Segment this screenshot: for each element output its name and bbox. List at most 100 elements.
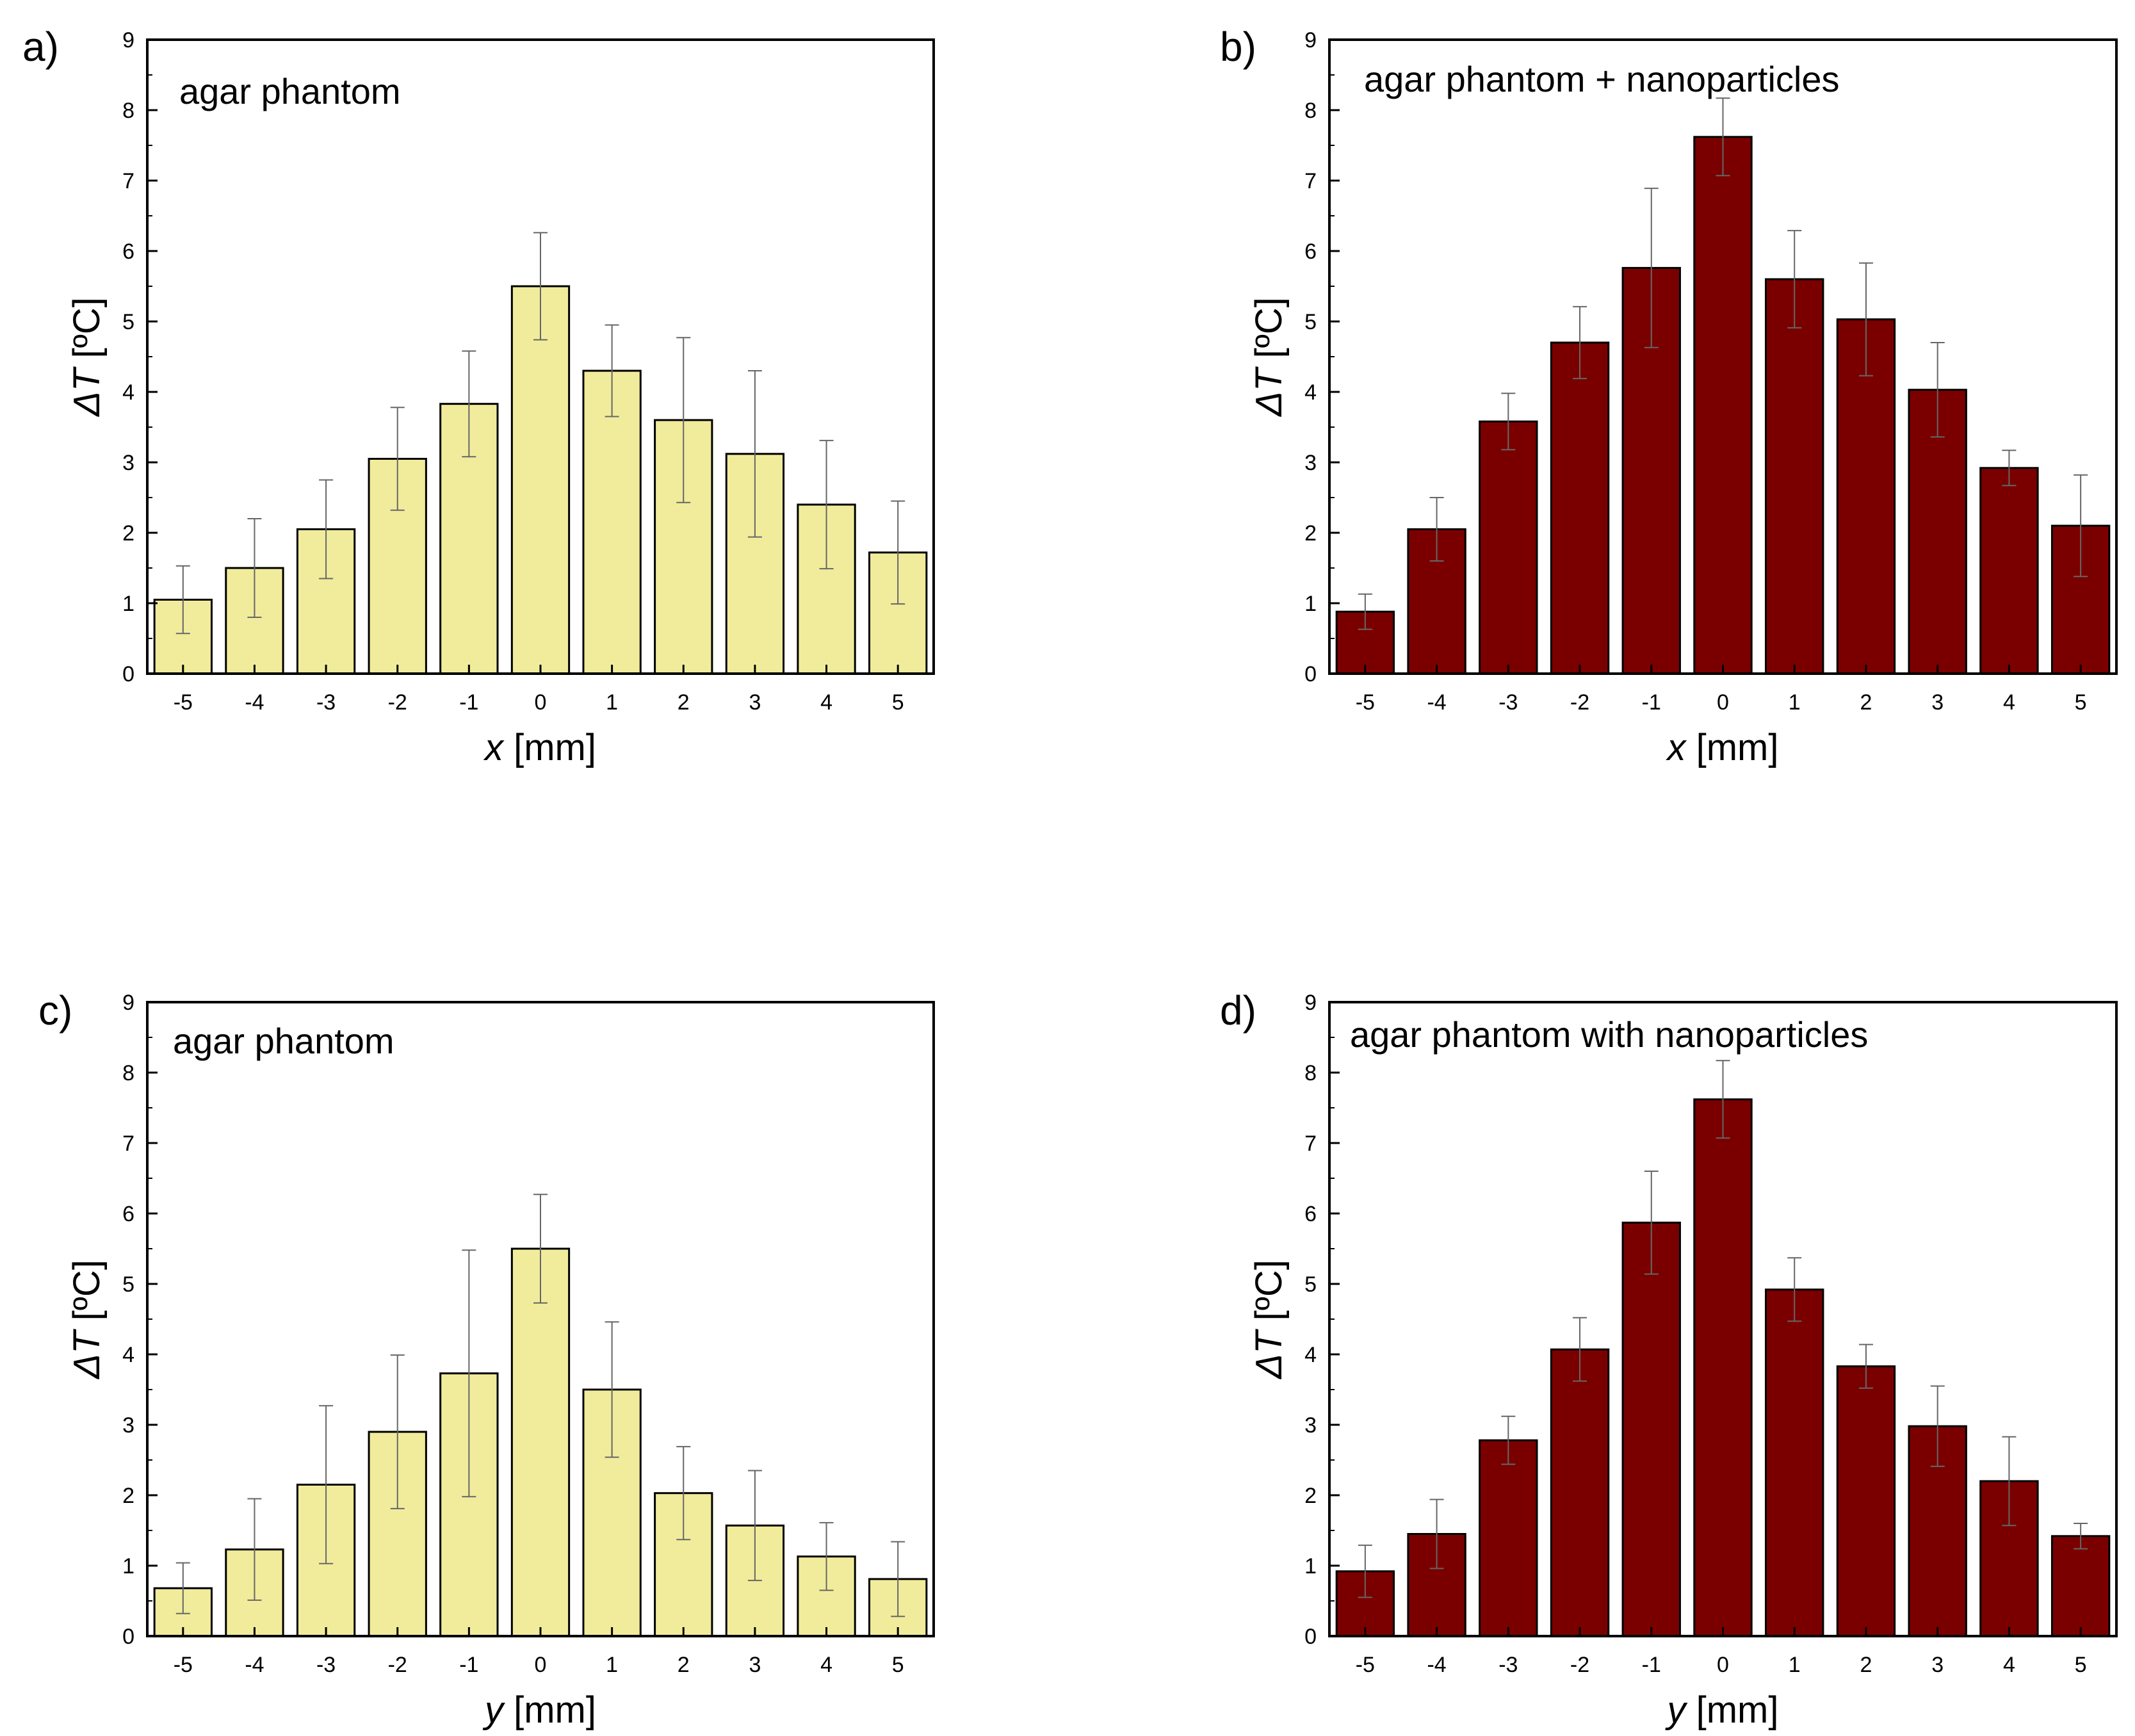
y-tick-label: 0 bbox=[1304, 1625, 1317, 1649]
y-tick-label: 9 bbox=[122, 991, 134, 1015]
x-tick-label: -5 bbox=[1356, 690, 1375, 715]
y-tick-label: 0 bbox=[122, 1625, 134, 1649]
bar bbox=[1693, 136, 1753, 675]
x-tick-label: -1 bbox=[459, 690, 478, 715]
y-tick-label: 9 bbox=[1304, 991, 1317, 1015]
chart-title: agar phantom + nanoparticles bbox=[1364, 59, 1840, 99]
error-bar bbox=[747, 1470, 762, 1582]
bar bbox=[1693, 1098, 1753, 1637]
chart-title: agar phantom with nanoparticles bbox=[1350, 1014, 1868, 1055]
error-bar bbox=[175, 1562, 190, 1614]
bar bbox=[1765, 278, 1824, 675]
y-tick-label: 4 bbox=[122, 1343, 134, 1367]
x-tick-label: 1 bbox=[1789, 690, 1801, 715]
x-tick-label: -1 bbox=[1642, 1653, 1661, 1677]
y-tick-label: 8 bbox=[1304, 99, 1317, 123]
bar bbox=[582, 369, 642, 675]
y-tick-label: 8 bbox=[1304, 1061, 1317, 1085]
bar bbox=[2050, 1535, 2111, 1637]
error-bar bbox=[390, 407, 405, 511]
x-tick-label: 4 bbox=[2003, 1653, 2015, 1677]
chart-title: agar phantom bbox=[179, 71, 401, 111]
x-tick-label: 2 bbox=[1860, 1653, 1872, 1677]
y-axis-label: ΔT [ºC] bbox=[66, 297, 108, 418]
x-tick-label: -3 bbox=[1498, 1653, 1518, 1677]
x-tick-label: 0 bbox=[535, 1653, 547, 1677]
y-axis-unit: [ºC] bbox=[1248, 1260, 1290, 1331]
y-axis-unit: [ºC] bbox=[66, 297, 108, 368]
y-tick-label: 5 bbox=[122, 1272, 134, 1297]
error-bar bbox=[1501, 393, 1516, 451]
error-bar bbox=[1930, 1385, 1945, 1467]
error-bar bbox=[1787, 1257, 1802, 1322]
x-tick-label: 0 bbox=[1717, 1653, 1729, 1677]
error-bar bbox=[676, 337, 691, 503]
x-tick-label: -2 bbox=[388, 1653, 407, 1677]
error-bar bbox=[2002, 1436, 2017, 1527]
x-tick-label: 5 bbox=[892, 690, 904, 715]
x-tick-label: -5 bbox=[1356, 1653, 1375, 1677]
x-tick-label: 4 bbox=[820, 1653, 832, 1677]
x-tick-label: -4 bbox=[245, 690, 264, 715]
y-axis-variable: ΔT bbox=[66, 1329, 108, 1380]
x-tick-label: 1 bbox=[1789, 1653, 1801, 1677]
y-tick-label: 1 bbox=[122, 1554, 134, 1578]
error-bar bbox=[1573, 1317, 1587, 1382]
error-bar bbox=[1429, 1498, 1444, 1570]
x-tick-label: -5 bbox=[174, 690, 193, 715]
x-tick-label: 5 bbox=[892, 1653, 904, 1677]
bar bbox=[1621, 1221, 1681, 1637]
y-axis-label: ΔT [ºC] bbox=[1248, 1260, 1290, 1380]
y-tick-label: 2 bbox=[1304, 521, 1317, 546]
error-bar bbox=[462, 1249, 476, 1498]
error-bar bbox=[1644, 188, 1659, 348]
y-tick-label: 2 bbox=[122, 1484, 134, 1508]
bar bbox=[1979, 467, 2039, 675]
x-tick-label: 3 bbox=[1931, 1653, 1944, 1677]
y-axis-variable: ΔT bbox=[66, 366, 108, 418]
x-tick-label: -3 bbox=[316, 690, 336, 715]
error-bar bbox=[1716, 97, 1730, 177]
y-tick-label: 3 bbox=[1304, 451, 1317, 475]
error-bar bbox=[605, 324, 619, 418]
y-tick-label: 2 bbox=[1304, 1484, 1317, 1508]
x-axis-variable: y bbox=[482, 1689, 505, 1731]
bar bbox=[1550, 341, 1610, 675]
y-axis-unit: [ºC] bbox=[1248, 297, 1290, 368]
error-bar bbox=[2002, 450, 2017, 487]
y-tick-label: 8 bbox=[122, 99, 134, 123]
panel-label: d) bbox=[1220, 987, 1256, 1034]
error-bar bbox=[891, 500, 905, 605]
x-tick-label: -5 bbox=[174, 1653, 193, 1677]
y-axis-variable: ΔT bbox=[1248, 1329, 1290, 1380]
error-bar bbox=[1716, 1060, 1730, 1139]
y-tick-label: 8 bbox=[122, 1061, 134, 1085]
panel-label: c) bbox=[38, 987, 72, 1034]
x-tick-label: -3 bbox=[316, 1653, 336, 1677]
y-tick-label: 1 bbox=[1304, 1554, 1317, 1578]
y-tick-label: 9 bbox=[122, 28, 134, 53]
x-tick-label: 2 bbox=[678, 1653, 690, 1677]
error-bar bbox=[605, 1321, 619, 1458]
x-tick-label: 5 bbox=[2075, 1653, 2087, 1677]
error-bar bbox=[462, 350, 476, 458]
y-tick-label: 5 bbox=[122, 310, 134, 334]
x-axis-variable: x bbox=[1666, 727, 1687, 768]
y-tick-label: 4 bbox=[1304, 380, 1317, 405]
x-tick-label: -4 bbox=[1427, 1653, 1446, 1677]
chart-panel-c: c) 0 1 2 3 4 5 6 7 8 9 -5 -4 -3 -2 -1 0 1 2 3 4 5 agar phantom… bbox=[38, 987, 935, 1731]
error-bar bbox=[676, 1446, 691, 1541]
x-axis-unit: [mm] bbox=[503, 727, 596, 768]
y-tick-label: 6 bbox=[122, 239, 134, 264]
panel-label: b) bbox=[1220, 24, 1256, 70]
y-axis-label: ΔT [ºC] bbox=[66, 1260, 108, 1380]
y-tick-label: 1 bbox=[1304, 592, 1317, 616]
x-axis-unit: [mm] bbox=[1686, 1689, 1779, 1731]
x-axis-label: x [mm] bbox=[483, 727, 596, 768]
x-tick-label: 0 bbox=[535, 690, 547, 715]
y-tick-label: 5 bbox=[1304, 310, 1317, 334]
error-bar bbox=[891, 1541, 905, 1618]
x-tick-label: 0 bbox=[1717, 690, 1729, 715]
bar bbox=[1550, 1348, 1610, 1637]
